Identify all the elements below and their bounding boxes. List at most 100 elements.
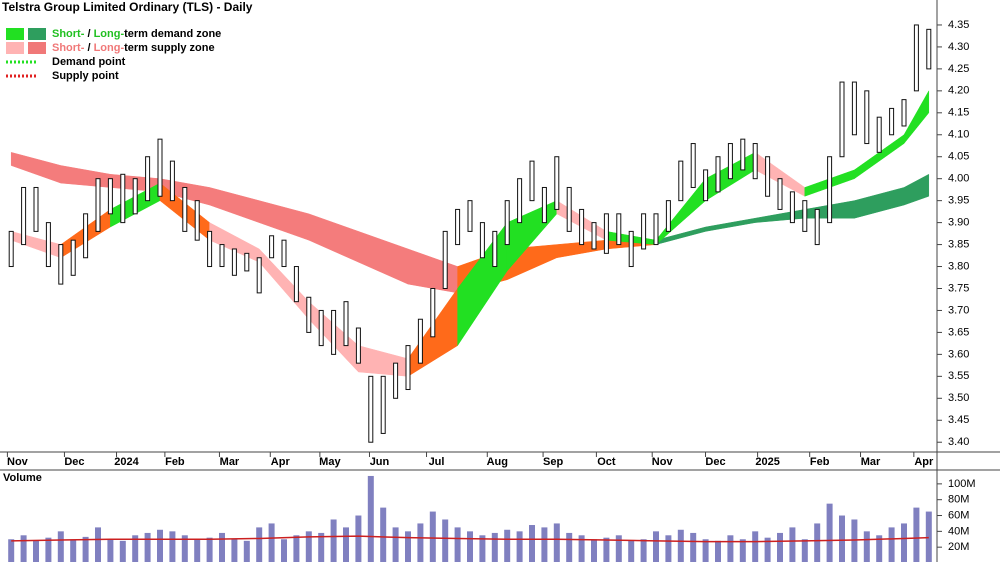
price-bar (318, 309, 324, 347)
volume-bar (925, 511, 932, 562)
volume-bar (727, 535, 734, 562)
x-tick-label: Dec (705, 456, 725, 468)
price-bar (814, 208, 820, 246)
legend-text-part: term supply zone (124, 42, 214, 54)
volume-bar (578, 535, 585, 562)
volume-label: Volume (3, 472, 42, 484)
price-bar (355, 327, 361, 364)
price-bar (293, 266, 299, 303)
price-bar (752, 143, 758, 180)
legend-label: Supply point (52, 70, 119, 82)
x-tick-label: Feb (810, 456, 830, 468)
volume-bar (95, 527, 101, 562)
volume-bar (20, 535, 27, 562)
price-bar (517, 178, 523, 224)
volume-bar (702, 539, 709, 562)
x-tick-label: Aug (487, 456, 508, 468)
price-bar (901, 99, 907, 127)
price-bar (132, 178, 138, 215)
price-bar (678, 160, 684, 202)
price-bar (120, 173, 126, 224)
chart-title: Telstra Group Limited Ordinary (TLS) - D… (2, 0, 253, 14)
volume-bar (628, 540, 635, 562)
y-tick-label: 80M (948, 494, 969, 506)
y-tick-label: 3.90 (948, 217, 969, 229)
x-tick-label: Nov (7, 456, 29, 468)
price-bar (442, 230, 448, 289)
price-bar (566, 186, 572, 232)
volume-bar (777, 532, 783, 562)
volume-bar (107, 539, 114, 562)
y-tick-label: 100M (948, 478, 976, 490)
price-bar (727, 143, 733, 180)
y-tick-label: 60M (948, 509, 969, 521)
volume-bar (591, 539, 597, 562)
price-bar (343, 301, 349, 347)
price-bar (529, 160, 535, 202)
volume-bar (665, 535, 672, 562)
x-tick-label: Mar (220, 456, 240, 468)
volume-bar (157, 529, 163, 562)
price-bar (169, 160, 175, 202)
x-tick-label: Jul (429, 456, 445, 468)
volume-bar (45, 537, 52, 562)
price-bar (715, 156, 721, 193)
volume-bar (715, 540, 721, 562)
y-tick-label: 3.65 (948, 326, 969, 338)
volume-bar (764, 537, 771, 562)
price-bar (380, 375, 386, 434)
volume-bar (739, 539, 746, 562)
volume-bar (181, 535, 188, 562)
price-bar (864, 90, 870, 145)
y-tick-label: 4.15 (948, 107, 969, 119)
price-bar (107, 178, 113, 215)
volume-bar (653, 531, 659, 562)
price-bar (876, 116, 882, 153)
price-bar (889, 107, 895, 136)
y-tick-label: 4.35 (948, 19, 969, 31)
price-bar (83, 213, 89, 259)
legend-text-part: Short- (52, 28, 85, 40)
price-bar (430, 287, 436, 338)
volume-bar (541, 527, 548, 562)
x-tick-label: Apr (914, 456, 934, 468)
volume-bar (888, 527, 895, 562)
y-tick-label: 3.95 (948, 195, 969, 207)
y-tick-label: 3.85 (948, 238, 969, 250)
price-bar (690, 143, 696, 188)
y-tick-label: 4.00 (948, 173, 969, 185)
volume-bar (219, 532, 225, 562)
volume-bar (491, 532, 498, 562)
volume-bar (454, 527, 461, 562)
price-bar (256, 257, 262, 294)
price-bar (504, 200, 510, 246)
volume-bar (293, 535, 300, 562)
price-bar (244, 252, 250, 272)
y-tick-label: 40M (948, 525, 969, 537)
zone-segment (903, 173, 930, 206)
volume-bar (355, 515, 362, 562)
x-tick-label: Dec (64, 456, 84, 468)
price-bar (194, 200, 200, 241)
volume-bar (479, 535, 486, 562)
legend-label: Demand point (52, 56, 126, 68)
volume-bar (305, 531, 312, 562)
volume-bar (504, 529, 511, 562)
price-bar (182, 186, 188, 232)
price-bar (157, 138, 163, 197)
price-bar (541, 186, 547, 224)
y-tick-label: 4.05 (948, 151, 969, 163)
price-bar (45, 222, 51, 268)
x-tick-label: Feb (165, 456, 185, 468)
price-bar (8, 230, 14, 268)
volume-bar (57, 531, 64, 562)
y-tick-label: 3.60 (948, 348, 969, 360)
legend-label: Short- / Long-term supply zone (52, 42, 215, 54)
volume-bar (640, 539, 647, 562)
volume-bar (281, 539, 287, 562)
volume-bar (82, 536, 89, 562)
volume-bar (268, 523, 275, 562)
volume-bar (603, 537, 610, 562)
price-bar (628, 230, 634, 268)
price-bar (479, 222, 485, 259)
